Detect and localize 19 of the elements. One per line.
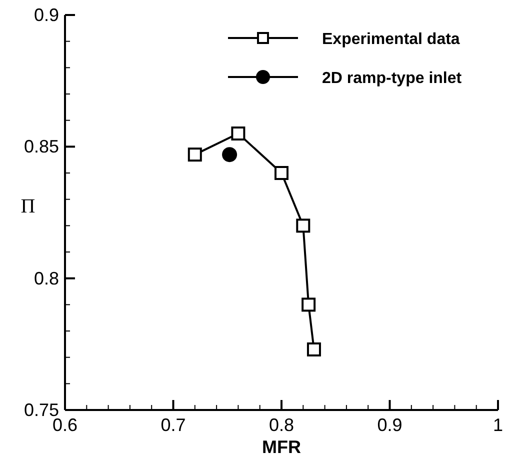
x-tick-label: 0.7 [160,415,186,435]
x-tick-label: 0.8 [268,415,294,435]
legend-label: Experimental data [322,31,460,48]
point [302,298,316,312]
point [231,126,246,140]
y-tick-label: 0.8 [34,268,59,288]
x-tick-label: 1 [492,415,504,435]
y-tick-label: 0.9 [34,5,59,25]
x-tick-label: 0.9 [377,415,402,435]
point [222,147,238,162]
y-tick-label: 0.85 [24,136,59,157]
x-axis-title: MFR [262,437,301,457]
point [306,342,321,356]
point [296,218,310,233]
y-axis-title: Π [20,196,36,218]
point [274,166,288,180]
point [188,148,202,162]
legend-label: 2D ramp-type inlet [322,70,462,87]
x-tick-label: 0.6 [52,415,78,435]
